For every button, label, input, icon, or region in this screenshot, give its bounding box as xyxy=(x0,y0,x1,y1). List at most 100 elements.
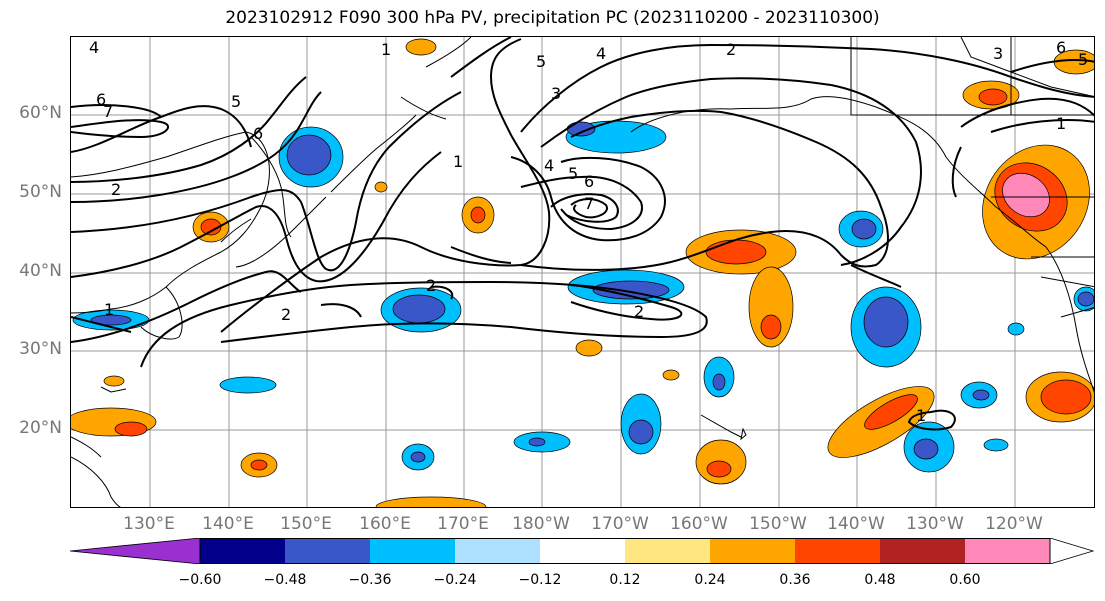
contour-labels: 4 6 7 5 6 2 1 1 2 4 5 3 2 3 6 5 1 4 5 6 … xyxy=(89,38,1088,425)
colorbar-tick: 0.24 xyxy=(694,572,726,588)
precip-blob xyxy=(983,438,1009,452)
lon-label: 140°E xyxy=(202,514,254,534)
contour-label: 3 xyxy=(551,84,561,103)
contour-label: 6 xyxy=(253,124,263,143)
chart-title: 2023102912 F090 300 hPa PV, precipitatio… xyxy=(225,8,880,28)
lon-label: 170°E xyxy=(437,514,489,534)
colorbar-tick: −0.60 xyxy=(178,572,222,588)
precip-blob xyxy=(410,451,426,463)
contour-label: 3 xyxy=(993,44,1003,63)
precip-blob xyxy=(706,460,732,478)
colorbar-tick: 0.12 xyxy=(609,572,641,588)
colorbar-tick: 0.60 xyxy=(949,572,981,588)
precip-blob xyxy=(628,419,654,445)
lon-label: 120°W xyxy=(985,514,1043,534)
precip-blob xyxy=(286,134,332,176)
lon-label: 130°E xyxy=(123,514,175,534)
precip-blob xyxy=(90,314,132,326)
colorbar-tick: −0.12 xyxy=(518,572,562,588)
contour-label: 2 xyxy=(281,305,291,324)
precip-blob xyxy=(1007,322,1025,336)
colorbar-extend-min xyxy=(70,538,201,564)
precip-blob xyxy=(1077,291,1094,307)
contour-label: 2 xyxy=(426,276,436,295)
precip-blob xyxy=(864,394,918,430)
contour-label: 6 xyxy=(96,90,106,109)
precip-blob xyxy=(114,421,148,437)
precip-blob xyxy=(913,438,939,460)
precip-blob xyxy=(392,294,446,324)
colorbar-bin xyxy=(710,538,795,564)
colorbar-extend-max xyxy=(1049,538,1094,564)
lat-label: 20°N xyxy=(19,418,62,438)
lon-label: 180°W xyxy=(512,514,570,534)
colorbar-tick: 0.48 xyxy=(864,572,896,588)
colorbar-bin xyxy=(370,538,455,564)
contour-label: 7 xyxy=(584,194,594,213)
precip-negative xyxy=(72,120,1094,473)
colorbar-bin xyxy=(965,538,1050,564)
precip-blob xyxy=(851,218,877,240)
lon-label: 150°W xyxy=(749,514,807,534)
precip-blob xyxy=(250,459,268,471)
contour-label: 4 xyxy=(89,38,99,57)
lat-label: 60°N xyxy=(19,103,62,123)
colorbar-bin xyxy=(625,538,710,564)
contour-label: 7 xyxy=(103,102,113,121)
lon-label: 130°W xyxy=(906,514,964,534)
precip-blob xyxy=(662,369,680,381)
precip-positive xyxy=(71,38,1094,507)
contour-label: 1 xyxy=(1056,114,1066,133)
colorbar-tick: −0.48 xyxy=(263,572,307,588)
precip-blob xyxy=(219,376,277,394)
colorbar-bin xyxy=(795,538,880,564)
contour-label: 6 xyxy=(584,172,594,191)
precip-blob xyxy=(528,437,546,447)
contour-label: 5 xyxy=(1078,50,1088,69)
pv-contours xyxy=(71,37,1094,431)
colorbar-bin xyxy=(285,538,370,564)
lon-label: 160°E xyxy=(359,514,411,534)
precip-blob xyxy=(705,239,767,265)
contour-label: 1 xyxy=(453,152,463,171)
precip-blob xyxy=(103,375,125,387)
contour-label: 6 xyxy=(1056,38,1066,57)
lon-label: 160°W xyxy=(670,514,728,534)
colorbar-bin xyxy=(200,538,285,564)
colorbar-bin xyxy=(880,538,965,564)
precip-blob xyxy=(760,314,782,340)
contour-label: 4 xyxy=(544,156,554,175)
precip-blob xyxy=(712,373,726,391)
map-plot: 4 6 7 5 6 2 1 1 2 4 5 3 2 3 6 5 1 4 5 6 … xyxy=(71,37,1094,507)
contour-label: 1 xyxy=(381,40,391,59)
lon-label: 170°W xyxy=(591,514,649,534)
contour-label: 4 xyxy=(596,44,606,63)
precip-blob xyxy=(748,266,794,348)
lon-label: 150°E xyxy=(280,514,332,534)
contour-label: 2 xyxy=(726,40,736,59)
colorbar-tick: −0.36 xyxy=(348,572,392,588)
colorbar-bin xyxy=(540,538,625,564)
precip-blob xyxy=(978,88,1008,106)
precip-blob xyxy=(863,296,909,348)
contour-label: 2 xyxy=(111,180,121,199)
colorbar-bin xyxy=(455,538,540,564)
colorbar-tick: −0.24 xyxy=(433,572,477,588)
contour-label: 5 xyxy=(231,92,241,111)
contour-label: 1 xyxy=(916,406,926,425)
precip-blob xyxy=(1040,379,1092,415)
precip-blob xyxy=(405,38,437,56)
lat-label: 40°N xyxy=(19,261,62,281)
map-panel: 4 6 7 5 6 2 1 1 2 4 5 3 2 3 6 5 1 4 5 6 … xyxy=(70,36,1095,508)
precip-blob xyxy=(1002,172,1050,218)
contour-label: 5 xyxy=(536,52,546,71)
precip-blob xyxy=(972,389,990,401)
lat-label: 50°N xyxy=(19,182,62,202)
colorbar xyxy=(70,538,1094,564)
lat-label: 30°N xyxy=(19,339,62,359)
contour-label: 2 xyxy=(634,302,644,321)
precip-blob xyxy=(200,218,222,236)
precip-blob xyxy=(375,496,487,507)
contour-label: 5 xyxy=(568,164,578,183)
precip-blob xyxy=(592,280,670,300)
